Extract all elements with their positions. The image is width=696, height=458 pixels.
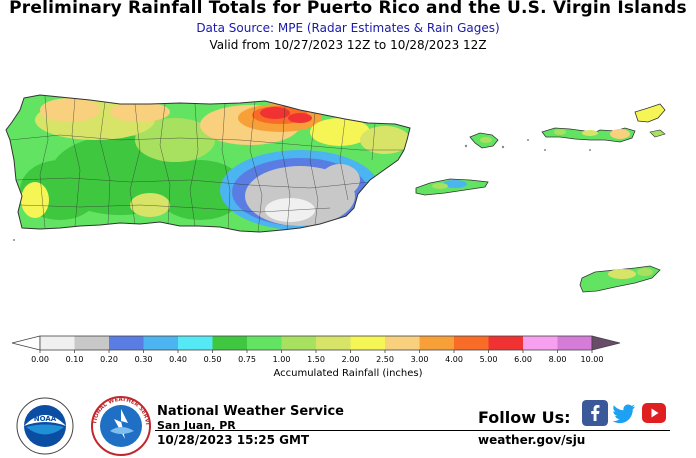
facebook-icon[interactable]	[582, 400, 608, 426]
colorbar-cell	[212, 336, 248, 350]
colorbar-cell	[350, 336, 386, 350]
st-croix-island	[579, 265, 661, 293]
colorbar-cell	[143, 336, 179, 350]
noaa-logo: NOAA	[16, 397, 74, 455]
rainfall-map	[5, 94, 666, 293]
data-source-subtitle: Data Source: MPE (Radar Estimates & Rain…	[196, 21, 500, 35]
colorbar-tick-label: 5.00	[480, 355, 498, 364]
follow-us-label: Follow Us:	[478, 408, 571, 427]
st-thomas-st-john	[541, 127, 636, 143]
colorbar-cell	[488, 336, 524, 350]
colorbar-tick-label: 4.00	[445, 355, 463, 364]
footer: NOAA NATIONAL WEATHER SERVICE National W…	[0, 392, 696, 458]
issue-timestamp: 10/28/2023 15:25 GMT	[157, 433, 310, 447]
legend-title: Accumulated Rainfall (inches)	[273, 368, 423, 379]
colorbar-high-end	[591, 335, 621, 351]
colorbar-tick-label: 1.00	[273, 355, 291, 364]
colorbar-tick-label: 3.00	[411, 355, 429, 364]
footer-divider	[155, 430, 670, 431]
twitter-icon[interactable]	[611, 400, 637, 426]
colorbar-tick-label: 0.40	[169, 355, 187, 364]
colorbar-tick-label: 0.50	[204, 355, 222, 364]
colorbar-cell	[316, 336, 351, 350]
colorbar-tick-label: 0.20	[100, 355, 118, 364]
colorbar-cell	[247, 336, 282, 350]
culebra-island	[469, 132, 499, 149]
colorbar-tick-label: 2.50	[376, 355, 394, 364]
colorbar-cell	[385, 336, 420, 350]
org-name: National Weather Service	[157, 404, 344, 419]
puerto-rico-island	[5, 94, 411, 233]
valid-period: Valid from 10/27/2023 12Z to 10/28/2023 …	[209, 38, 487, 52]
office-name: San Juan, PR	[157, 419, 236, 432]
youtube-icon[interactable]	[641, 400, 667, 426]
colorbar-tick-label: 0.10	[66, 355, 84, 364]
colorbar-tick-label: 10.00	[581, 355, 604, 364]
colorbar-cell	[40, 336, 75, 350]
colorbar-tick-label: 0.30	[135, 355, 153, 364]
colorbar-tick-label: 6.00	[514, 355, 532, 364]
colorbar-cell	[178, 336, 213, 350]
website-link[interactable]: weather.gov/sju	[478, 433, 586, 447]
colorbar-cell	[74, 336, 110, 350]
nws-seal-logo: NATIONAL WEATHER SERVICE	[90, 395, 151, 456]
tortola-bvi	[634, 103, 666, 138]
map-title: Preliminary Rainfall Totals for Puerto R…	[9, 0, 687, 18]
colorbar-cell	[557, 336, 593, 350]
colorbar-cell	[454, 336, 489, 350]
colorbar-cell	[523, 336, 558, 350]
colorbar-low-end	[11, 335, 41, 351]
colorbar-cell	[281, 336, 317, 350]
vieques-island	[415, 178, 489, 196]
colorbar-tick-label: 8.00	[549, 355, 567, 364]
colorbar-tick-label: 2.00	[342, 355, 360, 364]
colorbar-tick-label: 1.50	[307, 355, 325, 364]
colorbar-tick-label: 0.75	[238, 355, 256, 364]
small-cays	[13, 139, 591, 241]
colorbar-cell	[109, 336, 144, 350]
rainfall-colorbar: 0.00 0.10 0.20 0.30 0.40 0.50 0.75 1.00 1.50 2.00…	[11, 335, 621, 364]
colorbar-tick-label: 0.00	[31, 355, 49, 364]
colorbar-cell	[419, 336, 455, 350]
noaa-logo-text: NOAA	[34, 415, 57, 423]
